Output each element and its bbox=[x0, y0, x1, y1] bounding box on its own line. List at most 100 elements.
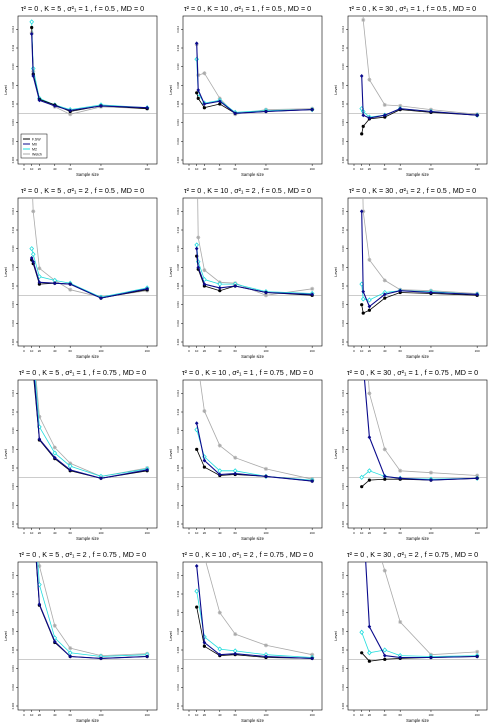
x-axis-label: Sample size bbox=[241, 718, 264, 723]
y-tick-label: 0.002 bbox=[176, 502, 180, 509]
data-point bbox=[382, 278, 387, 283]
x-tick-label: 40 bbox=[53, 713, 57, 717]
data-point bbox=[68, 108, 72, 113]
y-axis-label: Level bbox=[3, 267, 8, 277]
plot-area bbox=[18, 452, 157, 661]
x-tick-label: 20 bbox=[38, 531, 42, 535]
x-tick-label: 60 bbox=[234, 167, 238, 171]
data-point bbox=[30, 452, 34, 456]
plot-area bbox=[18, 335, 157, 481]
series-line-welch bbox=[199, 380, 313, 480]
x-tick-label: 0 bbox=[353, 349, 355, 353]
series-line-fsw bbox=[31, 27, 148, 112]
x-tick-label: 40 bbox=[53, 167, 57, 171]
series-line-m0 bbox=[196, 565, 313, 659]
x-tick-label: 160 bbox=[475, 531, 480, 535]
x-tick-label: 10 bbox=[195, 713, 199, 717]
y-tick-label: 0.006 bbox=[341, 464, 345, 471]
panel-title: τ² = 0 , K = 5 , σ²₁ = 1 , f = 0.75 , MD… bbox=[19, 368, 146, 377]
x-tick-label: 160 bbox=[310, 349, 315, 353]
y-tick-label: 0.004 bbox=[11, 119, 15, 126]
data-point bbox=[195, 447, 199, 451]
data-point bbox=[30, 499, 33, 502]
data-point bbox=[29, 19, 35, 25]
data-point bbox=[37, 266, 42, 271]
data-point bbox=[196, 265, 201, 270]
series-line-welch bbox=[362, 16, 478, 115]
data-point bbox=[475, 654, 479, 659]
plot-area bbox=[348, 517, 487, 663]
data-point bbox=[359, 629, 365, 635]
y-tick-label: 0.008 bbox=[341, 628, 345, 635]
data-point bbox=[68, 282, 72, 287]
data-point bbox=[99, 656, 103, 661]
data-point bbox=[145, 286, 149, 291]
plot-area bbox=[348, 380, 487, 489]
x-tick-label: 0 bbox=[23, 349, 25, 353]
y-axis-label: Level bbox=[3, 85, 8, 95]
data-point bbox=[30, 335, 34, 339]
x-tick-label: 160 bbox=[475, 167, 480, 171]
x-tick-label: 100 bbox=[428, 713, 433, 717]
y-tick-label: 0.006 bbox=[176, 100, 180, 107]
x-tick-label: 0 bbox=[353, 531, 355, 535]
y-tick-label: 0.012 bbox=[11, 590, 15, 597]
y-tick-label: 0.006 bbox=[176, 464, 180, 471]
y-tick-label: 0.010 bbox=[341, 609, 345, 616]
data-point bbox=[367, 650, 372, 656]
data-point bbox=[37, 98, 42, 103]
y-tick-label: 0.014 bbox=[176, 208, 180, 215]
data-point bbox=[194, 41, 199, 46]
data-point bbox=[30, 251, 36, 257]
x-tick-label: 10 bbox=[360, 167, 364, 171]
x-axis-label: Sample size bbox=[406, 354, 429, 359]
y-tick-label: 0.006 bbox=[176, 282, 180, 289]
y-tick-label: 0.008 bbox=[11, 446, 15, 453]
data-point bbox=[37, 280, 42, 285]
x-axis-label: Sample size bbox=[76, 718, 99, 723]
y-tick-label: 0.004 bbox=[176, 119, 180, 126]
data-point bbox=[367, 116, 372, 120]
data-point bbox=[360, 651, 364, 655]
y-tick-label: 0.002 bbox=[176, 138, 180, 145]
data-point bbox=[475, 649, 480, 654]
data-point bbox=[52, 623, 57, 628]
data-point bbox=[68, 287, 73, 292]
x-tick-label: 100 bbox=[263, 713, 268, 717]
data-point bbox=[359, 474, 365, 480]
data-point bbox=[202, 640, 207, 645]
data-point bbox=[367, 308, 371, 312]
panel-3-1: τ² = 0 , K = 10 , σ²₁ = 2 , f = 0.75 , M… bbox=[168, 550, 323, 723]
y-tick-label: 0.014 bbox=[341, 390, 345, 397]
data-point bbox=[30, 172, 34, 176]
data-point bbox=[37, 414, 42, 419]
y-tick-label: 0.002 bbox=[11, 138, 15, 145]
x-tick-label: 100 bbox=[263, 167, 268, 171]
x-tick-label: 60 bbox=[234, 531, 238, 535]
x-tick-label: 0 bbox=[353, 167, 355, 171]
data-point bbox=[196, 235, 201, 240]
x-tick-label: 100 bbox=[428, 531, 433, 535]
data-point bbox=[202, 276, 207, 283]
plot-frame bbox=[347, 15, 488, 165]
y-tick-label: 0.010 bbox=[11, 245, 15, 252]
data-point bbox=[383, 296, 387, 300]
x-tick-label: 160 bbox=[145, 531, 150, 535]
data-point bbox=[202, 71, 207, 76]
x-tick-label: 60 bbox=[69, 349, 73, 353]
data-point bbox=[383, 477, 387, 481]
data-point bbox=[367, 517, 371, 521]
panel-title: τ² = 0 , K = 10 , σ²₁ = 2 , f = 0.5 , MD… bbox=[184, 186, 311, 195]
y-tick-label: 0.010 bbox=[11, 609, 15, 616]
data-point bbox=[37, 564, 42, 568]
x-tick-label: 40 bbox=[218, 713, 222, 717]
panel-title: τ² = 0 , K = 10 , σ²₁ = 2 , f = 0.75 , M… bbox=[182, 550, 313, 559]
data-point bbox=[310, 292, 314, 297]
series-line-m2 bbox=[196, 591, 313, 658]
x-tick-label: 0 bbox=[353, 713, 355, 717]
y-tick-label: 0.012 bbox=[341, 44, 345, 51]
series-line-m0 bbox=[35, 562, 148, 659]
data-point bbox=[310, 656, 314, 661]
x-axis-label: Sample size bbox=[406, 718, 429, 723]
